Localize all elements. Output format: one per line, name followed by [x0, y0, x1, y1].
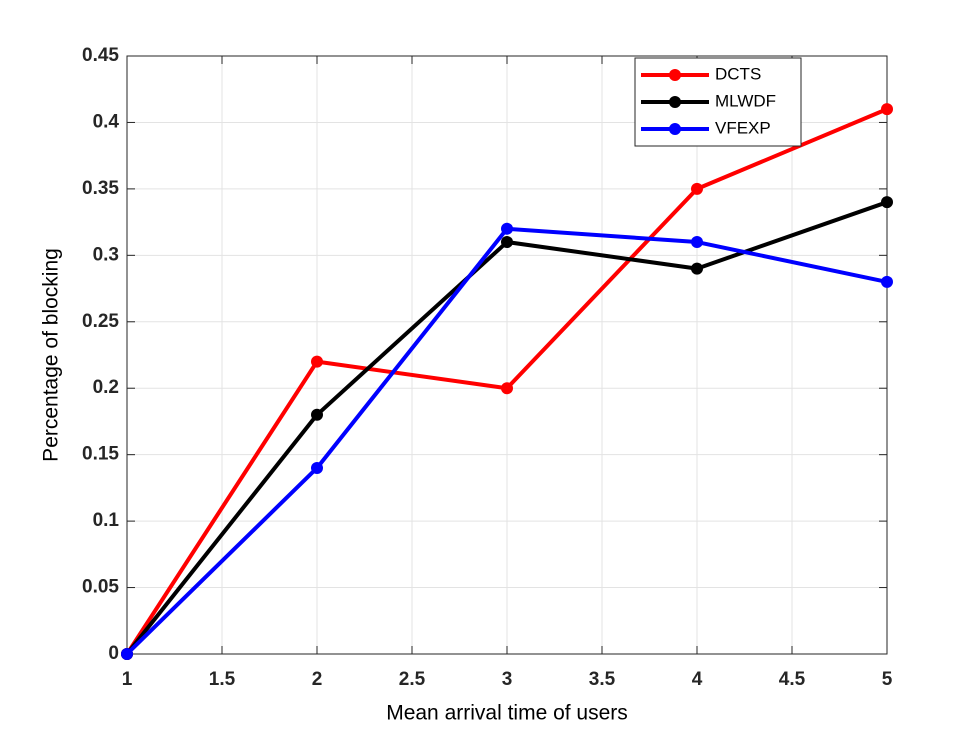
- y-tick-label: 0: [108, 643, 119, 664]
- y-tick-label: 0.2: [93, 377, 119, 398]
- series-marker: [881, 196, 893, 209]
- series-marker: [881, 275, 893, 288]
- y-axis-label: Percentage of blocking: [40, 248, 63, 462]
- legend-label: MLWDF: [715, 91, 776, 110]
- y-tick-label: 0.15: [82, 444, 119, 465]
- y-tick-label: 0.25: [82, 311, 119, 332]
- x-tick-label: 5: [882, 669, 893, 690]
- y-tick-label: 0.35: [82, 178, 119, 199]
- y-tick-label: 0.4: [93, 111, 120, 132]
- x-tick-label: 1.5: [209, 669, 236, 690]
- x-tick-label: 2: [312, 669, 323, 690]
- series-marker: [311, 461, 323, 474]
- y-tick-label: 0.1: [93, 510, 120, 531]
- series-marker: [121, 648, 133, 660]
- series-marker: [691, 182, 703, 195]
- x-tick-label: 3: [502, 669, 513, 690]
- y-tick-label: 0.05: [82, 577, 119, 598]
- series-marker: [311, 355, 323, 368]
- x-tick-label: 1: [122, 669, 133, 690]
- x-tick-label: 4: [692, 669, 703, 690]
- series-marker: [691, 236, 703, 249]
- legend-marker: [669, 123, 681, 135]
- x-tick-label: 2.5: [399, 669, 426, 690]
- series-marker: [501, 382, 513, 395]
- legend-label: VFEXP: [715, 118, 771, 137]
- legend-label: DCTS: [715, 64, 761, 83]
- x-tick-label: 3.5: [589, 669, 616, 690]
- y-tick-label: 0.3: [93, 244, 119, 265]
- x-tick-label: 4.5: [779, 669, 806, 690]
- series-marker: [501, 236, 513, 249]
- x-axis-label: Mean arrival time of users: [386, 702, 628, 725]
- legend-marker: [669, 96, 681, 108]
- series-marker: [501, 222, 513, 235]
- series-marker: [311, 408, 323, 421]
- plot-frame: [126, 55, 888, 655]
- y-tick-label: 0.45: [82, 45, 119, 66]
- legend-marker: [669, 69, 681, 81]
- series-marker: [691, 262, 703, 275]
- series-marker: [881, 103, 893, 116]
